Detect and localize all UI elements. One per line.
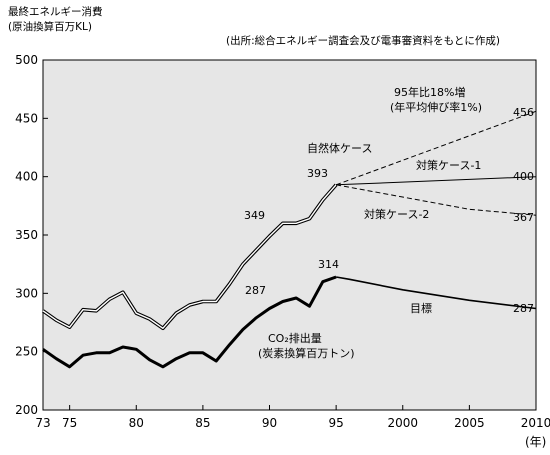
x-tick-label: 85	[195, 416, 210, 430]
label-367: 367	[513, 211, 534, 224]
annotations: 349 393 456 400 367 287 314 287 自然体ケース 9…	[244, 85, 534, 360]
label-co2-emissions: CO₂排出量	[268, 331, 322, 345]
plot-area	[42, 59, 537, 411]
y-axis-unit: (原油換算百万KL)	[8, 20, 92, 33]
label-393: 393	[307, 167, 328, 180]
co2-series-line	[42, 275, 337, 369]
y-axis-title: 最終エネルギー消費	[8, 5, 103, 18]
y-tick-label: 300	[15, 286, 38, 300]
energy-series-line	[42, 184, 337, 329]
x-axis-ticks: 73 75 80 85 90 95 2000 2005 2010	[35, 405, 550, 430]
label-co2-314: 314	[318, 258, 339, 271]
label-natural-case: 自然体ケース	[307, 141, 372, 155]
x-tick-label: 2010	[521, 416, 550, 430]
x-tick-label: 73	[35, 416, 50, 430]
x-tick-label: 90	[262, 416, 277, 430]
y-axis-ticks: 200 250 300 350 400 450 500	[15, 53, 48, 417]
label-400: 400	[513, 170, 534, 183]
co2-target-line	[335, 276, 537, 310]
source-note: (出所:総合エネルギー調査会及び電事審資料をもとに作成)	[226, 34, 500, 47]
label-349: 349	[244, 209, 265, 222]
scenario-line-3	[336, 184, 537, 216]
y-tick-label: 200	[15, 403, 38, 417]
y-tick-label: 350	[15, 228, 38, 242]
x-tick-label: 75	[62, 416, 77, 430]
label-456: 456	[513, 106, 534, 119]
label-policy-case-1: 対策ケース-1	[416, 158, 481, 172]
scenario-line-2	[336, 176, 537, 186]
label-co2-unit: (炭素換算百万トン)	[258, 346, 355, 360]
x-axis-unit: (年)	[525, 435, 546, 449]
y-tick-label: 450	[15, 111, 38, 125]
label-policy-case-2: 対策ケース-2	[364, 207, 429, 221]
y-tick-label: 500	[15, 53, 38, 67]
x-tick-label: 95	[328, 416, 343, 430]
x-tick-label: 2005	[454, 416, 485, 430]
scenario-line-1	[335, 110, 537, 186]
x-tick-label: 80	[129, 416, 144, 430]
label-co2-287-end: 287	[513, 302, 534, 315]
label-target: 目標	[410, 301, 432, 315]
label-growth-18pct: 95年比18%増	[394, 85, 465, 99]
series-lines	[41, 110, 537, 369]
x-tick-label: 2000	[387, 416, 418, 430]
label-growth-rate: (年平均伸び率1%)	[390, 100, 482, 114]
y-tick-label: 250	[15, 345, 38, 359]
y-tick-label: 400	[15, 170, 38, 184]
label-co2-287: 287	[245, 284, 266, 297]
